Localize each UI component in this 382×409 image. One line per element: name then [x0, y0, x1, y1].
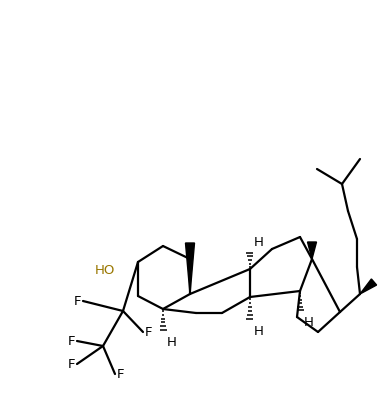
Text: HO: HO — [95, 263, 115, 276]
Polygon shape — [308, 243, 317, 259]
Text: F: F — [68, 357, 75, 371]
Polygon shape — [360, 279, 377, 294]
Text: H: H — [304, 315, 314, 328]
Text: H: H — [254, 324, 264, 337]
Text: H: H — [254, 236, 264, 248]
Text: F: F — [145, 326, 152, 339]
Polygon shape — [186, 243, 194, 294]
Text: F: F — [117, 368, 125, 380]
Text: F: F — [73, 295, 81, 308]
Text: H: H — [167, 335, 177, 348]
Text: F: F — [68, 335, 75, 348]
